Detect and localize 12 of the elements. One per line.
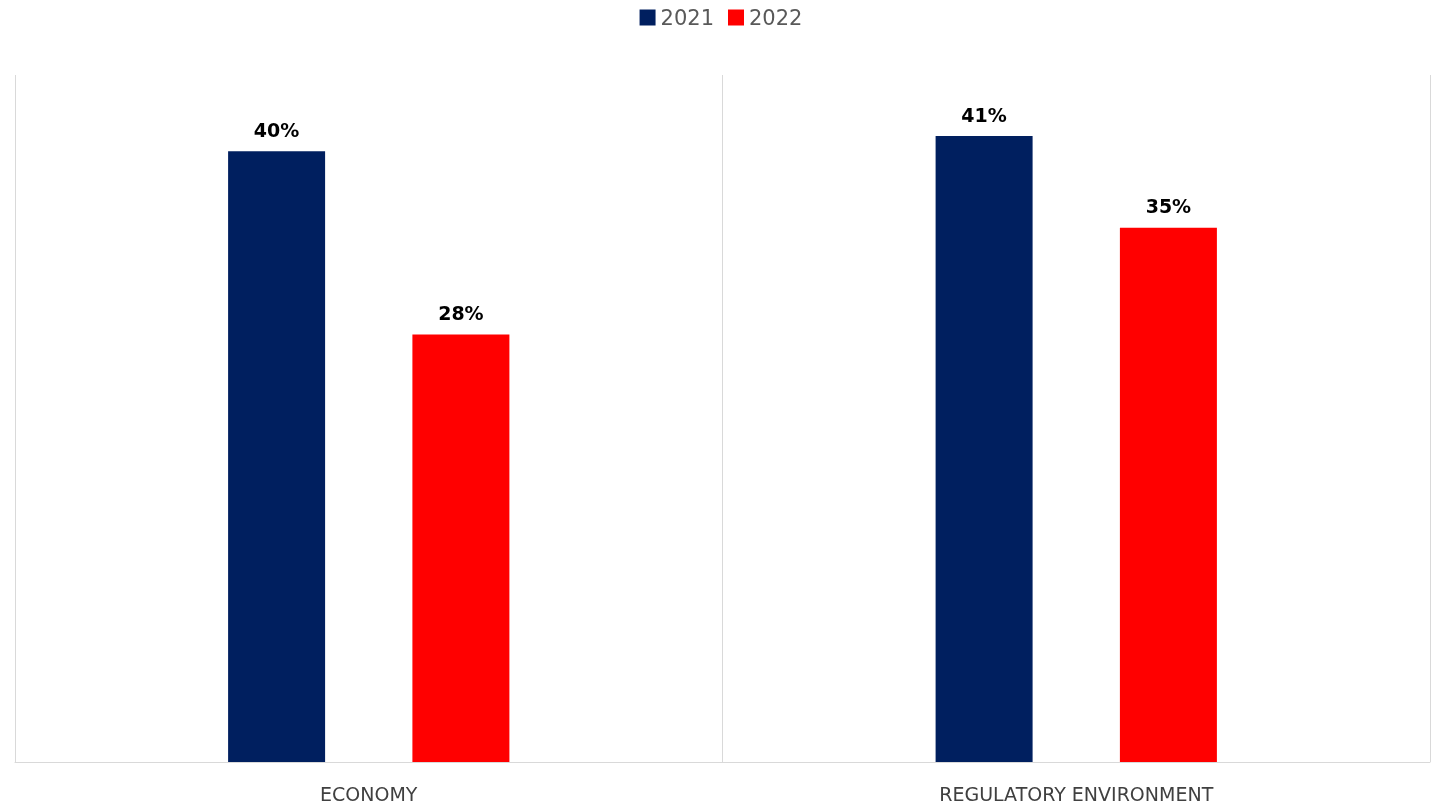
bar	[412, 334, 510, 762]
data-label: 35%	[1145, 195, 1192, 218]
legend-label: 2021	[660, 5, 715, 30]
x-tick-label: REGULATORY ENVIRONMENT	[939, 782, 1214, 805]
legend-label: 2022	[749, 5, 803, 30]
bar	[1119, 227, 1217, 762]
data-label: 28%	[438, 302, 484, 325]
data-label: 41%	[961, 103, 1007, 126]
data-label: 40%	[253, 118, 300, 141]
bar	[228, 151, 326, 762]
x-tick-label: ECONOMY	[320, 782, 418, 805]
bar	[935, 136, 1033, 762]
